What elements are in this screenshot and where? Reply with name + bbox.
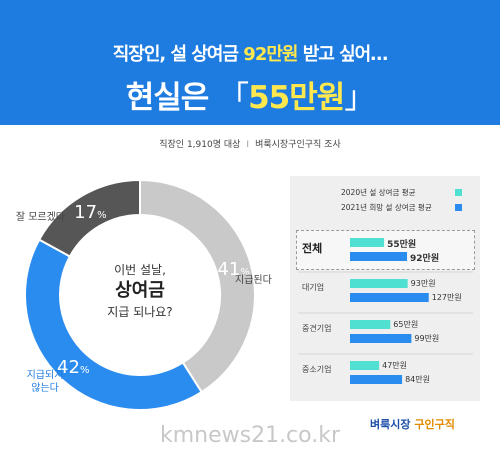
percent-sign: % [80, 365, 90, 376]
logo-sub: 구인구직 [414, 418, 455, 431]
bar-category-label: 대기업 [302, 283, 325, 292]
bar-value-label: 55만원 [387, 240, 417, 250]
bar [350, 252, 408, 261]
big-title-open-bracket: 「 [218, 80, 249, 116]
logo-main: 벼룩시장 [370, 418, 411, 431]
bar-chart-panel [290, 176, 480, 401]
center-text-line1: 이번 설날, [114, 263, 166, 277]
big-title-text: 현실은 [125, 80, 219, 116]
bar [350, 293, 429, 302]
survey-right: 벼룩시장구인구직 조사 [255, 140, 341, 150]
bar [350, 361, 380, 370]
legend-label: 2021년 희망 설 상여금 평균 [341, 203, 432, 212]
total-highlight-box [296, 230, 475, 270]
center-text-line3: 지급 되나요? [107, 305, 172, 319]
survey-separator: I [246, 140, 250, 150]
big-title: 현실은 「55만원」 [0, 72, 500, 117]
slice-label-unknown: 잘 모르겠다 [16, 211, 65, 223]
legend-swatch [455, 189, 462, 196]
percent-sign: % [240, 267, 250, 278]
survey-left: 직장인 1,910명 대상 [159, 140, 241, 150]
legend-label: 2020년 설 상여금 평균 [341, 188, 416, 197]
big-title-highlight: 55만원 [248, 80, 345, 116]
bar-category-label: 중견기업 [302, 324, 332, 333]
big-title-close-bracket: 」 [344, 80, 375, 116]
center-text-line2: 상여금 [115, 280, 165, 301]
watermark: kmnews21.co.kr [159, 423, 341, 448]
donut-slice [24, 238, 204, 411]
survey-note: 직장인 1,910명 대상 I 벼룩시장구인구직 조사 [0, 137, 500, 150]
bar-value-label: 93만원 [410, 279, 436, 288]
bar-value-label: 127만원 [431, 293, 462, 302]
bar [350, 279, 408, 288]
bar-value-label: 47만원 [382, 361, 408, 370]
headline-text: 직장인, 설 상여금 [112, 44, 244, 65]
slice-label-no-2: 않는다 [31, 382, 59, 394]
bar-value-label: 65만원 [393, 320, 419, 329]
bar [350, 375, 403, 384]
slice-label-yes: 지급된다 [235, 274, 272, 286]
bar-value-label: 99만원 [414, 334, 440, 343]
bar-category-label: 중소기업 [302, 365, 332, 374]
headline: 직장인, 설 상여금 92만원 받고 싶어… [0, 40, 500, 66]
percent-sign: % [97, 210, 107, 221]
donut-slice [139, 178, 256, 394]
slice-label-no-1: 지급되지 [27, 369, 64, 381]
headline-text-end: 받고 싶어… [297, 44, 389, 65]
bar-value-label: 92만원 [410, 254, 440, 264]
donut-slice [37, 178, 141, 258]
bar [350, 334, 412, 343]
legend-swatch [455, 204, 462, 211]
bar [350, 238, 385, 247]
brand-logo: 벼룩시장 구인구직 [370, 416, 455, 432]
headline-highlight: 92만원 [243, 44, 298, 65]
bar-category-label: 전체 [302, 242, 323, 255]
bar-value-label: 84만원 [405, 375, 430, 384]
header-banner: 직장인, 설 상여금 92만원 받고 싶어… 현실은 「55만원」 [0, 0, 500, 125]
bar [350, 320, 391, 329]
